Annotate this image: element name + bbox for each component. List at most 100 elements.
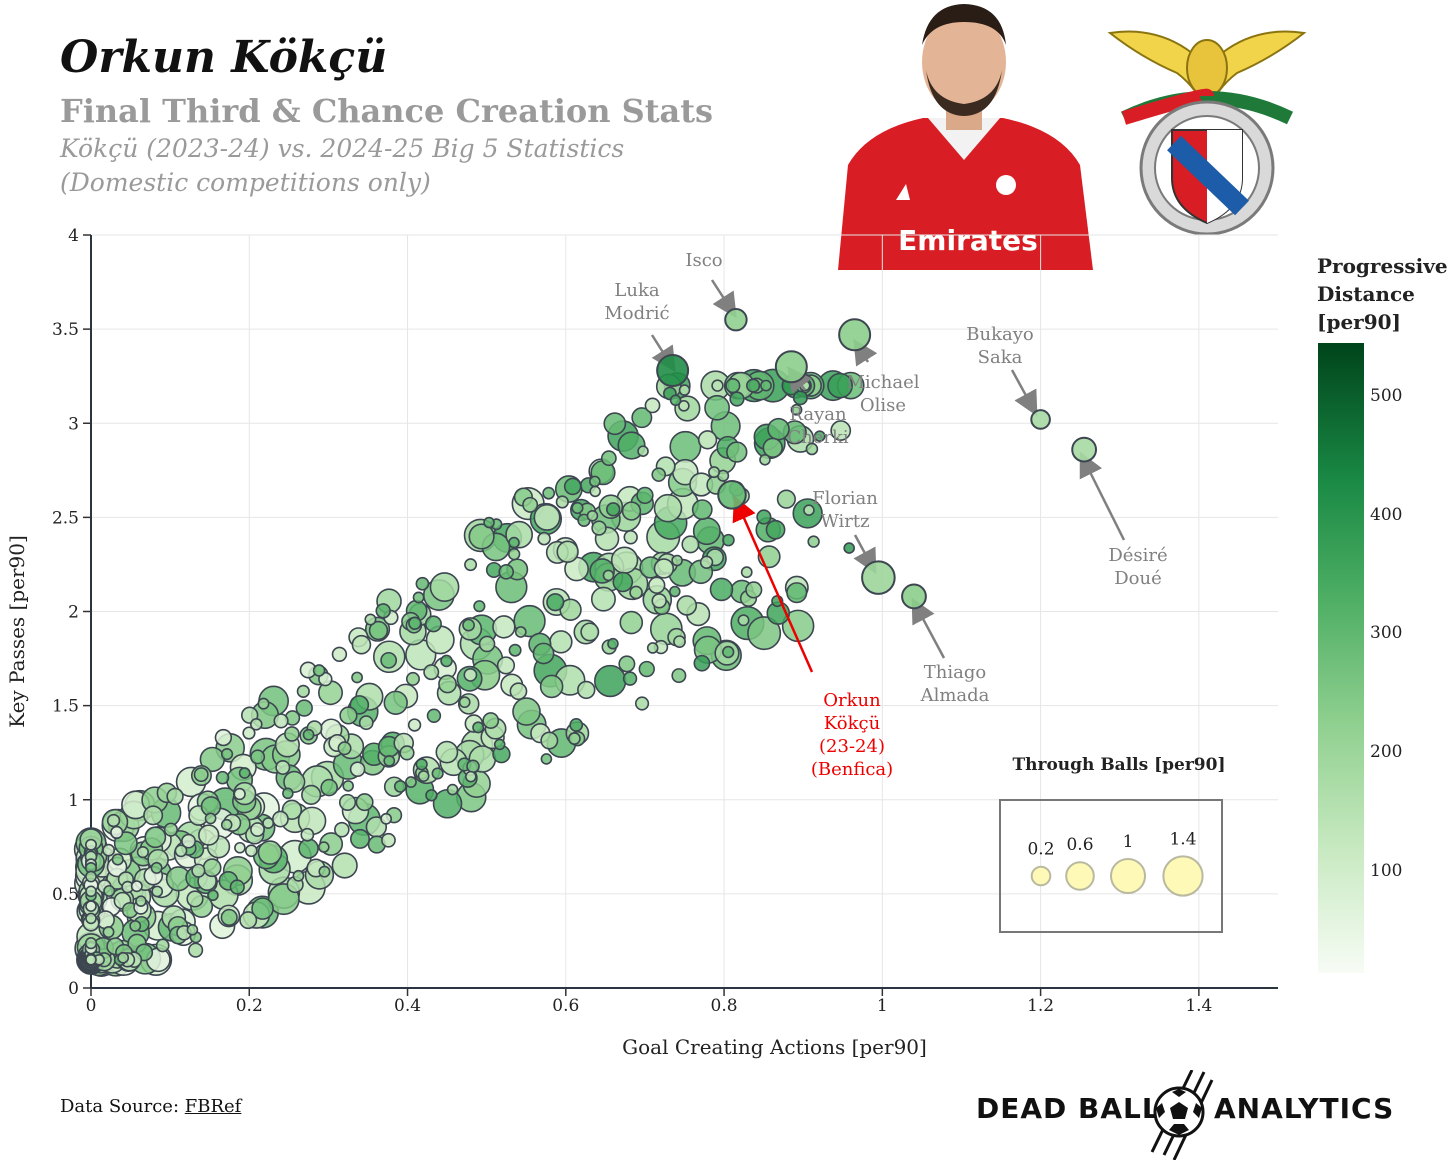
x-tick-label: 0.6 <box>552 996 579 1016</box>
scatter-point <box>415 576 430 591</box>
size-legend-circle <box>1065 861 1095 891</box>
size-legend-label: 0.6 <box>1066 835 1093 855</box>
scatter-point <box>350 828 371 849</box>
scatter-point <box>300 827 315 842</box>
scatter-point <box>351 671 363 684</box>
chart-title: Orkun Kökçü <box>60 32 388 83</box>
annotation-arrow <box>1079 451 1126 541</box>
scatter-point <box>129 920 142 932</box>
highlighted-point <box>656 354 690 388</box>
scatter-point <box>493 738 506 751</box>
scatter-point <box>722 533 735 547</box>
scatter-point <box>830 420 852 441</box>
fbref-link[interactable]: FBRef <box>184 1096 242 1117</box>
scatter-point <box>102 843 116 857</box>
scatter-point <box>84 937 98 950</box>
scatter-point <box>747 616 782 651</box>
annotation-arrows <box>650 279 1126 673</box>
colorbar-tick-100: 100 <box>1370 861 1403 881</box>
scatter-point <box>622 671 638 686</box>
scatter-point <box>508 536 520 549</box>
scatter-point <box>349 761 366 777</box>
scatter-point <box>417 770 430 782</box>
scatter-point <box>726 441 748 463</box>
scatter-point <box>637 445 649 457</box>
scatter-point <box>472 721 485 734</box>
scatter-point <box>786 582 808 604</box>
scatter-point <box>426 708 442 723</box>
scatter-point <box>843 542 855 554</box>
chart-subtitle-secondary: Kökçü (2023-24) vs. 2024-25 Big 5 Statis… <box>60 132 760 200</box>
annotation-label-line: Modrić <box>604 303 669 324</box>
scatter-point <box>729 391 745 407</box>
colorbar-title-line-3: [per90] <box>1317 310 1402 334</box>
scatter-point <box>355 793 374 812</box>
brand-text-right: ANALYTICS <box>1214 1092 1395 1125</box>
annotation-label: Bukayo Saka <box>966 324 1033 368</box>
scatter-point <box>198 824 220 846</box>
scatter-point <box>745 581 763 599</box>
scatter-point <box>144 826 167 849</box>
annotation-label-line: Désiré <box>1108 545 1167 566</box>
scatter-point <box>380 651 398 669</box>
scatter-point <box>492 615 516 639</box>
scatter-point <box>424 615 442 633</box>
scatter-point <box>619 610 644 635</box>
scatter-point <box>629 585 643 600</box>
scatter-point <box>725 378 741 394</box>
scatter-point <box>767 417 790 441</box>
scatter-point <box>446 783 459 796</box>
scatter-point <box>586 509 599 522</box>
scatter-point <box>106 813 121 828</box>
scatter-point <box>669 394 682 407</box>
scatter-point <box>478 635 496 653</box>
scatter-point <box>250 822 265 837</box>
brand-text-left: DEAD BALL <box>976 1092 1161 1125</box>
scatter-point <box>358 715 374 731</box>
scatter-point <box>351 634 372 655</box>
svg-text:Emirates: Emirates <box>898 224 1038 257</box>
scatter-point <box>540 753 553 765</box>
scatter-point <box>618 655 636 673</box>
scatter-point <box>181 833 196 849</box>
x-tick-label: 0.8 <box>711 996 738 1016</box>
colorbar-title-line-1: Progressive <box>1317 254 1448 278</box>
scatter-point <box>509 682 528 701</box>
scatter-point <box>676 595 698 616</box>
subtitle-line-1: Kökçü (2023-24) vs. 2024-25 Big 5 Statis… <box>60 134 625 163</box>
scatter-point <box>621 501 642 521</box>
scatter-point <box>607 637 619 650</box>
colorbar-tick-300: 300 <box>1370 623 1403 643</box>
y-axis-label: Key Passes [per90] <box>5 535 29 728</box>
scatter-point <box>188 942 204 958</box>
scatter-point <box>522 496 539 513</box>
size-legend: Through Balls [per90] 0.2 0.6 1 1.4 <box>999 755 1226 933</box>
scatter-point <box>653 493 683 523</box>
annotation-label-line: Orkun <box>823 690 881 711</box>
scatter-point <box>571 501 584 515</box>
annotation-arrow <box>710 279 737 319</box>
scatter-point <box>331 646 348 663</box>
y-tick-label: 3 <box>68 414 79 434</box>
annotation-label: Florian Wirtz <box>812 488 878 532</box>
colorbar-title-line-2: Distance <box>1317 282 1415 306</box>
player-photo: Emirates <box>828 0 1100 270</box>
size-legend-label: 1 <box>1123 832 1134 852</box>
scatter-point <box>296 684 310 698</box>
scatter-point <box>163 822 179 837</box>
scatter-point <box>577 680 596 700</box>
scatter-point <box>239 911 258 930</box>
scatter-point <box>425 789 438 802</box>
annotation-label-line: Saka <box>978 347 1023 368</box>
x-tick-label: 1.2 <box>1027 996 1054 1016</box>
scatter-point <box>234 841 246 854</box>
scatter-point <box>214 728 233 747</box>
scatter-point <box>251 897 274 920</box>
scatter-point <box>612 571 634 593</box>
grid-lines <box>91 234 1278 988</box>
annotation-arrow <box>732 495 814 673</box>
scatter-point <box>110 825 124 840</box>
scatter-point <box>405 671 420 686</box>
scatter-point <box>556 540 579 563</box>
scatter-point <box>708 466 721 479</box>
